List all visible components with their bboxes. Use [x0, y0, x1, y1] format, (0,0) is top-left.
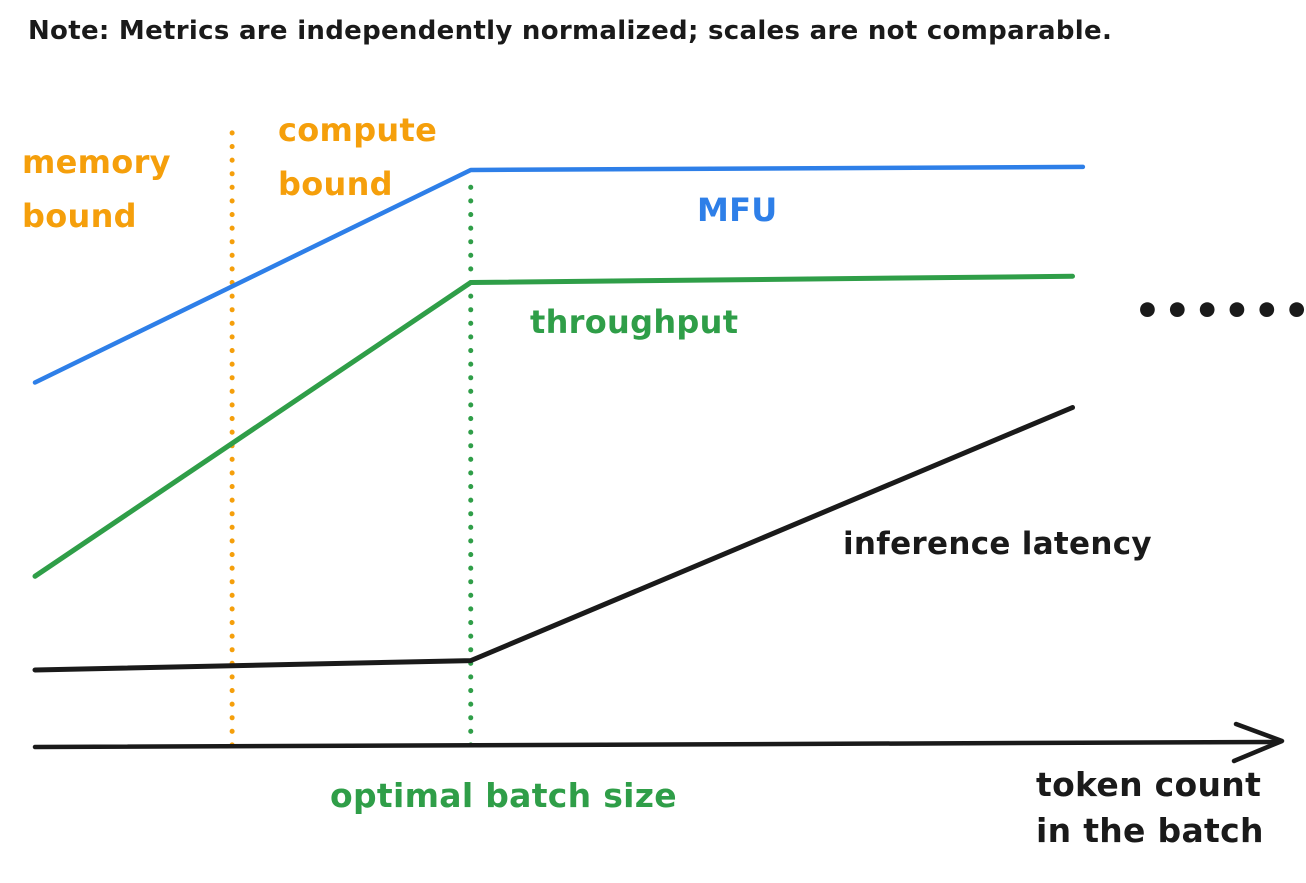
label-compute-bound-line2: bound: [278, 164, 393, 203]
label-memory-bound-line2: bound: [22, 196, 137, 235]
series-throughput: [32, 273, 1075, 579]
label-memory-bound: memory bound: [22, 136, 171, 244]
series-mfu: [32, 164, 1086, 385]
x-axis-arrow-icon: [1231, 721, 1285, 764]
label-memory-bound-line1: memory: [22, 143, 171, 181]
continuation-dots-icon: ••••••: [1134, 286, 1306, 335]
series-inference-latency: [32, 405, 1075, 673]
label-optimal-batch-size: optimal batch size: [330, 776, 677, 815]
label-compute-bound-line1: compute: [278, 111, 438, 149]
label-throughput: throughput: [530, 303, 739, 341]
note-text: Note: Metrics are independently normaliz…: [28, 16, 1113, 46]
x-axis-label-line2: in the batch: [1036, 811, 1264, 851]
x-axis-label: token count in the batch: [1036, 762, 1264, 854]
label-compute-bound: compute bound: [278, 104, 437, 212]
label-mfu: MFU: [697, 191, 778, 229]
x-axis-line: [32, 739, 1281, 750]
label-inference-latency: inference latency: [843, 526, 1152, 562]
x-axis-label-line1: token count: [1036, 765, 1262, 804]
